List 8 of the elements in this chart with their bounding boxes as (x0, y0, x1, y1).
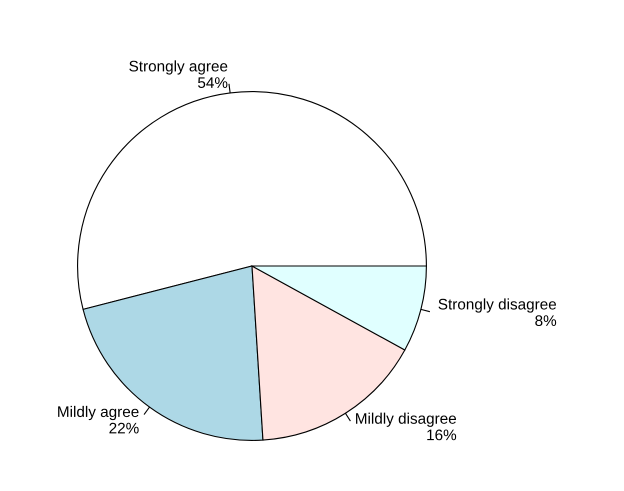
data-label: 22% (109, 422, 139, 434)
data-label: 16% (427, 429, 456, 440)
slice-label: Strongly disagree (438, 298, 556, 313)
slice-label: Mildly disagree (356, 412, 456, 427)
data-label: 54% (198, 77, 228, 88)
data-label: 8% (535, 315, 556, 326)
slice-label: Mildly agree (58, 406, 139, 420)
slice-label: Strongly agree (129, 60, 228, 75)
